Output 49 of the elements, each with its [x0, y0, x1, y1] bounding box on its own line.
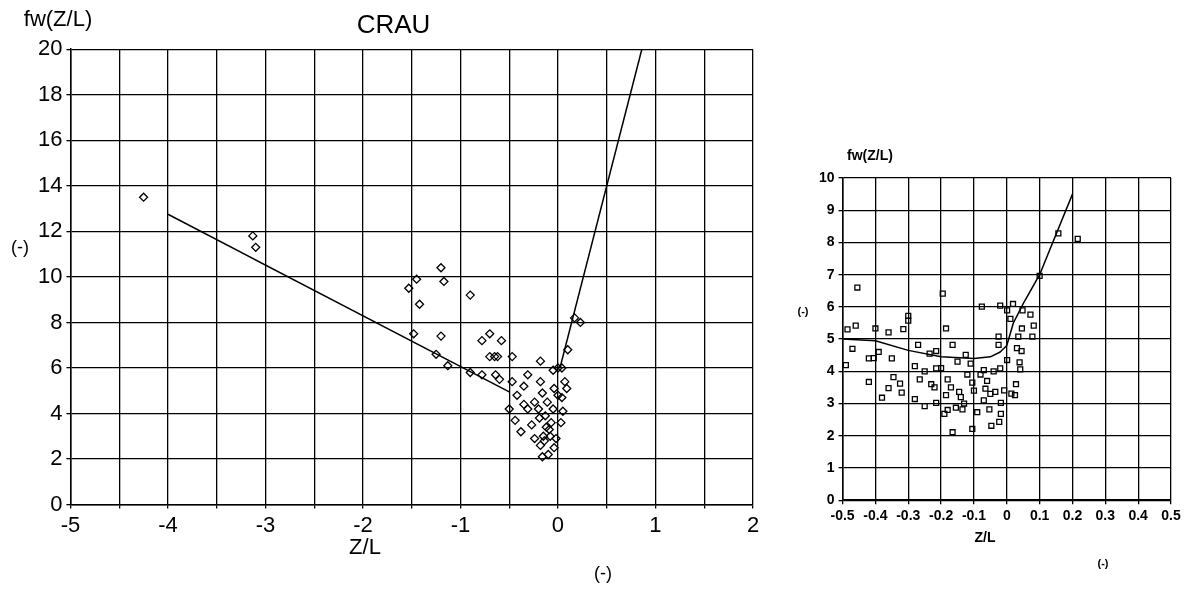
x-tick-label: 0.2: [1062, 507, 1083, 524]
y-tick-label: 2: [50, 445, 63, 471]
y-tick-label: 14: [37, 171, 63, 197]
y-tick-label: 6: [50, 354, 63, 380]
y-tick-label: 16: [37, 126, 63, 152]
y-tick-label: 8: [50, 308, 63, 334]
x-tick-label: -5: [60, 511, 81, 537]
y-tick-label: 5: [826, 329, 835, 346]
chart-title: CRAU: [356, 8, 431, 39]
y-tick-label: 4: [50, 399, 63, 425]
x-tick-label: -0.3: [896, 507, 921, 524]
y-tick-label: 10: [37, 262, 63, 288]
y-tick-label: 20: [37, 35, 63, 61]
y-axis-title: fw(Z/L): [847, 146, 893, 163]
y-tick-label: 8: [826, 233, 835, 250]
x-tick-label: -0.4: [863, 507, 888, 524]
y-tick-label: 10: [818, 168, 835, 185]
x-tick-label: 0.1: [1029, 507, 1050, 524]
x-tick-label: -0.5: [830, 507, 855, 524]
x-tick-label: -4: [158, 511, 178, 537]
y-tick-label: 7: [826, 265, 835, 282]
x-tick-label: -0.2: [929, 507, 954, 524]
x-tick-label: 0.3: [1095, 507, 1116, 524]
y-tick-label: 9: [826, 201, 835, 218]
text: (-): [797, 305, 809, 318]
y-tick-label: 1: [826, 458, 835, 475]
y-axis-title: fw(Z/L): [23, 6, 93, 32]
y-tick-label: 4: [826, 362, 835, 379]
x-tick-label: -2: [353, 511, 373, 537]
x-tick-label: 2: [746, 511, 760, 537]
x-axis-title: Z/L: [974, 528, 996, 545]
x-tick-label: 0.5: [1161, 507, 1181, 524]
text: (-): [11, 236, 29, 257]
text: (-): [594, 562, 612, 583]
x-tick-label: 1: [649, 511, 662, 537]
y-tick-label: 12: [37, 217, 63, 243]
x-tick-label: 0: [1002, 507, 1011, 524]
x-axis-title: Z/L: [349, 534, 381, 560]
y-tick-label: 18: [37, 80, 63, 106]
x-tick-label: -3: [255, 511, 276, 537]
y-tick-label: 0: [826, 491, 835, 508]
text: (-): [1097, 557, 1109, 570]
y-tick-label: 2: [826, 426, 835, 443]
x-tick-label: -0.1: [961, 507, 987, 524]
x-tick-label: 0: [551, 511, 565, 537]
y-tick-label: 3: [826, 394, 835, 411]
x-tick-label: 0.4: [1128, 507, 1149, 524]
x-tick-label: -1: [450, 511, 471, 537]
y-tick-label: 6: [826, 297, 835, 314]
